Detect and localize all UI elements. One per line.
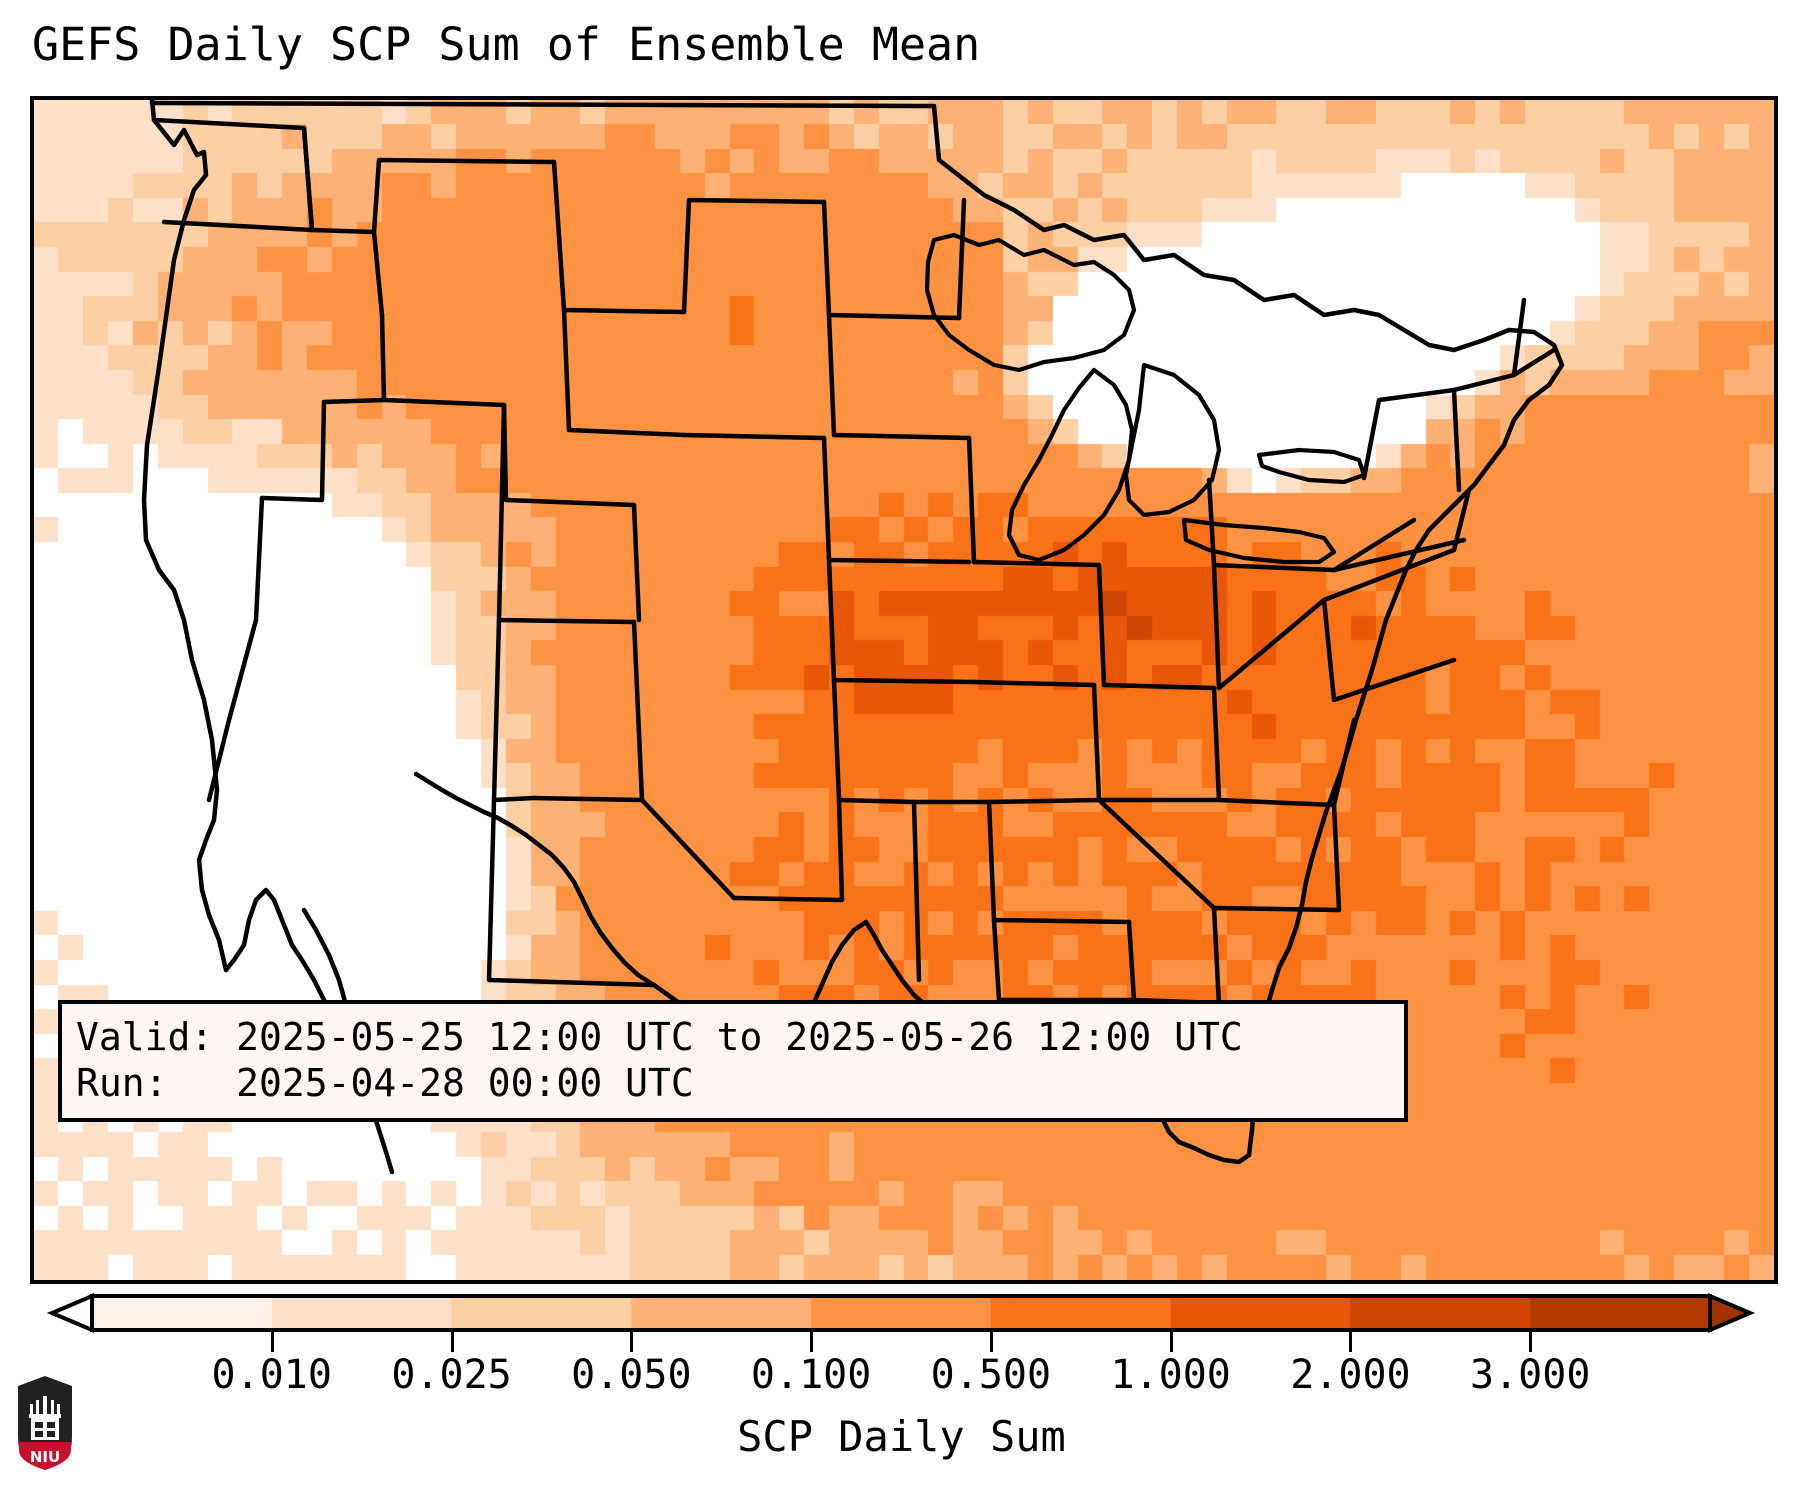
colorbar-tick	[1349, 1330, 1353, 1352]
colorbar-tick	[810, 1330, 814, 1352]
valid-time-line: Valid: 2025-05-25 12:00 UTC to 2025-05-2…	[76, 1015, 1243, 1059]
colorbar-tick-axis: 0.010 0.025 0.050 0.100 0.500 1.000 2.000 3.000	[0, 1330, 1803, 1398]
colorbar-tick	[1169, 1330, 1173, 1352]
colorbar	[30, 1290, 1778, 1336]
valid-run-annotation-box: Valid: 2025-05-25 12:00 UTC to 2025-05-2…	[58, 1000, 1408, 1122]
colorbar-tick-label: 2.000	[1290, 1352, 1411, 1398]
colorbar-tick-label: 3.000	[1470, 1352, 1591, 1398]
run-time-line: Run: 2025-04-28 00:00 UTC	[76, 1061, 694, 1105]
colorbar-tick	[450, 1330, 454, 1352]
colorbar-tick	[630, 1330, 634, 1352]
colorbar-tick-label: 0.010	[211, 1352, 332, 1398]
niu-logo-text: NIU	[30, 1448, 60, 1466]
colorbar-tick-label: 0.050	[571, 1352, 692, 1398]
colorbar-tick-label: 0.500	[930, 1352, 1052, 1398]
colorbar-tick	[270, 1330, 274, 1352]
colorbar-tick-label: 0.025	[391, 1352, 512, 1398]
colorbar-tick	[989, 1330, 993, 1352]
colorbar-tick-label: 1.000	[1110, 1352, 1231, 1398]
page-title: GEFS Daily SCP Sum of Ensemble Mean	[32, 18, 981, 71]
niu-logo: NIU	[18, 1376, 72, 1470]
colorbar-tick-label: 0.100	[750, 1352, 872, 1398]
colorbar-tick	[1529, 1330, 1533, 1352]
colorbar-axis-label: SCP Daily Sum	[737, 1412, 1066, 1461]
